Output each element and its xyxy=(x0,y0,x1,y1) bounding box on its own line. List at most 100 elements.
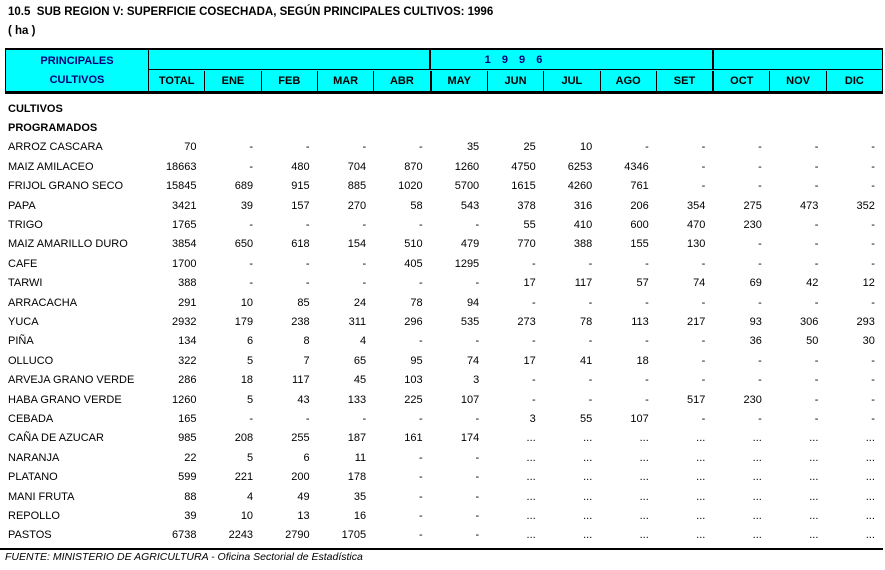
cell-ene: 221 xyxy=(234,471,254,484)
cell-abr: 1020 xyxy=(398,180,423,193)
table-row: CAFE 1700 - - - 405 1295 - - - - - - - xyxy=(5,254,883,273)
cell-mar: - xyxy=(362,412,367,425)
table-row: CEBADA 165 - - - - - 3 55 107 - - - - xyxy=(5,409,883,428)
cell-nov: ... xyxy=(809,509,819,522)
cell-ago: ... xyxy=(639,490,649,503)
cell-set: - xyxy=(701,412,706,425)
cell-ago: 206 xyxy=(630,199,649,212)
cell-ene: - xyxy=(249,412,254,425)
cell-ago: 600 xyxy=(630,219,649,232)
cell-nov: 306 xyxy=(800,315,819,328)
section-label: CULTIVOS xyxy=(8,102,63,115)
table-row: PLATANO 599 221 200 178 - -...................… xyxy=(5,467,883,486)
table-row: TRIGO 1765 - - - - - 55 410 600 470 230 - - xyxy=(5,215,883,234)
cell-dic: 30 xyxy=(862,335,875,348)
cell-ago: ... xyxy=(639,432,649,445)
cell-set: 130 xyxy=(686,238,706,251)
cell-may: - xyxy=(475,335,480,348)
cell-feb: - xyxy=(305,257,310,270)
cell-mar: - xyxy=(362,219,367,232)
cell-total: 3421 xyxy=(172,199,197,212)
cell-total: 1700 xyxy=(172,257,197,270)
table-body: CULTIVOS PROGRAMADOS ARROZ CASCARA 70- - - -35… xyxy=(5,94,883,545)
corner-header-line1: PRINCIPALES xyxy=(40,54,114,67)
cell-mar: 65 xyxy=(353,354,367,367)
cell-nov: - xyxy=(814,393,819,406)
cell-total: 15845 xyxy=(165,180,197,193)
cell-oct: ... xyxy=(752,509,762,522)
cell-jun: ... xyxy=(526,471,536,484)
cell-set: ... xyxy=(696,509,706,522)
column-header-oct: OCT xyxy=(712,71,769,91)
cell-ene: - xyxy=(249,141,254,154)
cell-jun: 273 xyxy=(517,315,536,328)
cell-mar: - xyxy=(362,257,367,270)
cell-total: 286 xyxy=(178,374,197,387)
cell-abr: 161 xyxy=(404,432,423,445)
cell-oct: ... xyxy=(752,451,762,464)
cell-may: 535 xyxy=(460,315,480,328)
cell-abr: 95 xyxy=(410,354,423,367)
row-label: PASTOS xyxy=(8,529,52,542)
column-header-feb: FEB xyxy=(260,71,317,91)
cell-ene: - xyxy=(249,219,254,232)
cell-set: 517 xyxy=(686,393,706,406)
cell-dic: - xyxy=(871,393,875,406)
cell-feb: - xyxy=(305,219,310,232)
cell-abr: - xyxy=(418,451,423,464)
cell-abr: - xyxy=(418,490,423,503)
cell-set: 217 xyxy=(686,315,706,328)
row-label: FRIJOL GRANO SECO xyxy=(8,180,124,193)
cell-abr: 510 xyxy=(404,238,423,251)
cell-total: 39 xyxy=(184,509,197,522)
cell-oct: 275 xyxy=(743,199,762,212)
cell-abr: 225 xyxy=(404,393,423,406)
cell-ago: - xyxy=(645,257,649,270)
column-header-jul: JUL xyxy=(543,71,599,91)
cell-mar: 885 xyxy=(347,180,367,193)
cell-jul: - xyxy=(588,393,593,406)
column-header-total: TOTAL xyxy=(158,75,195,87)
cell-ago: 4346 xyxy=(624,160,649,173)
cell-ago: ... xyxy=(639,471,649,484)
column-header-ago: AGO xyxy=(599,71,656,91)
cell-nov: - xyxy=(814,180,819,193)
cell-nov: ... xyxy=(809,529,819,542)
cell-oct: - xyxy=(758,296,762,309)
cell-set: 74 xyxy=(693,277,706,290)
table-header: PRINCIPALES CULTIVOS 1 9 9 6 TOTAL ENE FEB… xyxy=(5,48,883,94)
cell-may: 1295 xyxy=(454,257,480,270)
cell-nov: 42 xyxy=(806,277,819,290)
row-label: TARWI xyxy=(8,277,43,290)
cell-ene: - xyxy=(249,277,254,290)
table-row: ARRACACHA 291 10 85 24 78 94 - - - - - - - xyxy=(5,293,883,312)
cell-jul: 410 xyxy=(573,219,593,232)
cell-oct: 230 xyxy=(743,219,762,232)
row-label: ARVEJA GRANO VERDE xyxy=(8,374,135,387)
year-band-segment-1 xyxy=(149,50,432,69)
cell-dic: 352 xyxy=(856,199,875,212)
table-row: MAIZ AMILACEO 18663 - 480 704 870 1260 4750 6253… xyxy=(5,157,883,176)
cell-total: 6738 xyxy=(172,529,197,542)
cell-may: - xyxy=(475,509,480,522)
table-row: REPOLLO 39 10 13 16 - -..................... xyxy=(5,506,883,525)
cell-set: ... xyxy=(696,490,706,503)
cell-mar: 1705 xyxy=(341,529,367,542)
cell-abr: 296 xyxy=(404,315,423,328)
cell-jul: ... xyxy=(583,451,593,464)
cell-feb: 7 xyxy=(303,354,310,367)
cell-ene: 4 xyxy=(246,490,254,503)
column-header-may: MAY xyxy=(429,71,487,91)
cell-set: - xyxy=(701,257,706,270)
cell-total: 134 xyxy=(178,335,197,348)
cell-jul: 10 xyxy=(580,141,593,154)
cell-jul: ... xyxy=(583,490,593,503)
cell-jul: 41 xyxy=(580,354,593,367)
cell-feb: 13 xyxy=(297,509,310,522)
cell-jul: 4260 xyxy=(567,180,593,193)
cell-dic: ... xyxy=(865,451,875,464)
cell-dic: ... xyxy=(865,529,875,542)
cell-ago: 761 xyxy=(630,180,649,193)
cell-mar: 16 xyxy=(353,509,367,522)
cell-ene: 10 xyxy=(240,509,254,522)
